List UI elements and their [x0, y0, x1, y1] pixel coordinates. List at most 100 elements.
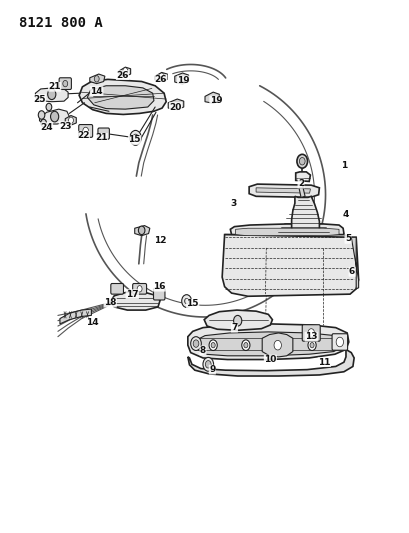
- Circle shape: [296, 155, 307, 168]
- Text: 8121 800 A: 8121 800 A: [19, 15, 103, 29]
- Text: 5: 5: [344, 235, 350, 244]
- Text: 11: 11: [317, 358, 330, 367]
- Polygon shape: [235, 228, 338, 236]
- Circle shape: [50, 111, 58, 122]
- Polygon shape: [35, 88, 68, 102]
- Polygon shape: [204, 310, 272, 330]
- Text: 19: 19: [177, 76, 190, 85]
- Circle shape: [138, 226, 144, 235]
- Text: 12: 12: [153, 237, 166, 246]
- Circle shape: [68, 117, 73, 124]
- Circle shape: [83, 127, 88, 135]
- Polygon shape: [79, 79, 166, 115]
- Text: 22: 22: [77, 131, 89, 140]
- Circle shape: [233, 316, 241, 326]
- Text: 20: 20: [169, 102, 181, 111]
- Circle shape: [63, 80, 67, 87]
- Polygon shape: [295, 172, 310, 181]
- Text: 3: 3: [230, 199, 236, 208]
- Text: 21: 21: [95, 133, 107, 142]
- Polygon shape: [65, 116, 76, 125]
- Polygon shape: [249, 184, 319, 197]
- Polygon shape: [222, 235, 358, 296]
- Text: 6: 6: [348, 268, 354, 276]
- Polygon shape: [230, 224, 343, 240]
- Text: 16: 16: [153, 282, 165, 291]
- Polygon shape: [291, 196, 319, 236]
- Text: 7: 7: [231, 323, 237, 332]
- Circle shape: [190, 337, 201, 351]
- Polygon shape: [39, 109, 69, 124]
- Polygon shape: [262, 333, 292, 357]
- Text: 19: 19: [209, 96, 222, 105]
- Circle shape: [181, 295, 191, 308]
- Circle shape: [46, 103, 52, 111]
- Circle shape: [130, 131, 141, 146]
- Circle shape: [309, 343, 313, 348]
- Text: 13: 13: [304, 332, 317, 341]
- Polygon shape: [351, 237, 358, 289]
- Polygon shape: [298, 188, 304, 197]
- FancyBboxPatch shape: [79, 125, 92, 138]
- Polygon shape: [204, 92, 219, 103]
- Text: 18: 18: [104, 298, 116, 307]
- Circle shape: [205, 361, 211, 368]
- Circle shape: [40, 119, 46, 127]
- Circle shape: [335, 337, 343, 347]
- Text: 21: 21: [48, 82, 61, 91]
- Text: 23: 23: [59, 122, 71, 131]
- Circle shape: [123, 68, 128, 74]
- Circle shape: [94, 76, 99, 82]
- Polygon shape: [90, 74, 105, 84]
- Circle shape: [202, 358, 213, 371]
- Text: 10: 10: [263, 355, 276, 364]
- FancyBboxPatch shape: [110, 284, 123, 294]
- Text: 15: 15: [186, 299, 198, 308]
- Circle shape: [307, 340, 315, 351]
- Circle shape: [211, 343, 215, 348]
- Text: 14: 14: [86, 318, 99, 327]
- Polygon shape: [168, 99, 183, 110]
- Text: 26: 26: [116, 70, 128, 79]
- FancyBboxPatch shape: [98, 128, 109, 139]
- Text: 2: 2: [297, 179, 303, 188]
- Text: 14: 14: [90, 86, 103, 95]
- Polygon shape: [87, 86, 153, 109]
- Polygon shape: [174, 73, 188, 84]
- Polygon shape: [256, 188, 310, 193]
- Circle shape: [307, 329, 314, 337]
- Text: 15: 15: [128, 135, 141, 144]
- FancyBboxPatch shape: [301, 325, 319, 341]
- Text: 25: 25: [33, 94, 46, 103]
- Circle shape: [274, 340, 282, 351]
- Circle shape: [243, 343, 247, 348]
- Circle shape: [133, 134, 138, 142]
- FancyBboxPatch shape: [331, 334, 347, 350]
- Polygon shape: [224, 235, 351, 249]
- Circle shape: [159, 73, 164, 79]
- Polygon shape: [196, 332, 341, 356]
- Polygon shape: [60, 309, 91, 324]
- Text: 24: 24: [40, 123, 53, 132]
- Text: 8: 8: [199, 346, 206, 355]
- Polygon shape: [187, 324, 348, 360]
- Polygon shape: [187, 350, 353, 376]
- Polygon shape: [110, 292, 160, 310]
- Text: 9: 9: [209, 365, 215, 374]
- Circle shape: [276, 343, 280, 348]
- Circle shape: [137, 286, 142, 292]
- FancyBboxPatch shape: [59, 78, 71, 90]
- Text: 4: 4: [342, 211, 348, 220]
- Circle shape: [193, 340, 198, 348]
- Circle shape: [273, 341, 281, 350]
- FancyBboxPatch shape: [133, 284, 146, 294]
- FancyBboxPatch shape: [153, 288, 164, 300]
- Polygon shape: [119, 67, 130, 76]
- Circle shape: [299, 158, 304, 165]
- Circle shape: [47, 89, 56, 100]
- Polygon shape: [135, 225, 149, 236]
- Text: 17: 17: [126, 289, 138, 298]
- Circle shape: [184, 298, 188, 304]
- Text: 26: 26: [154, 75, 167, 84]
- Circle shape: [209, 340, 217, 351]
